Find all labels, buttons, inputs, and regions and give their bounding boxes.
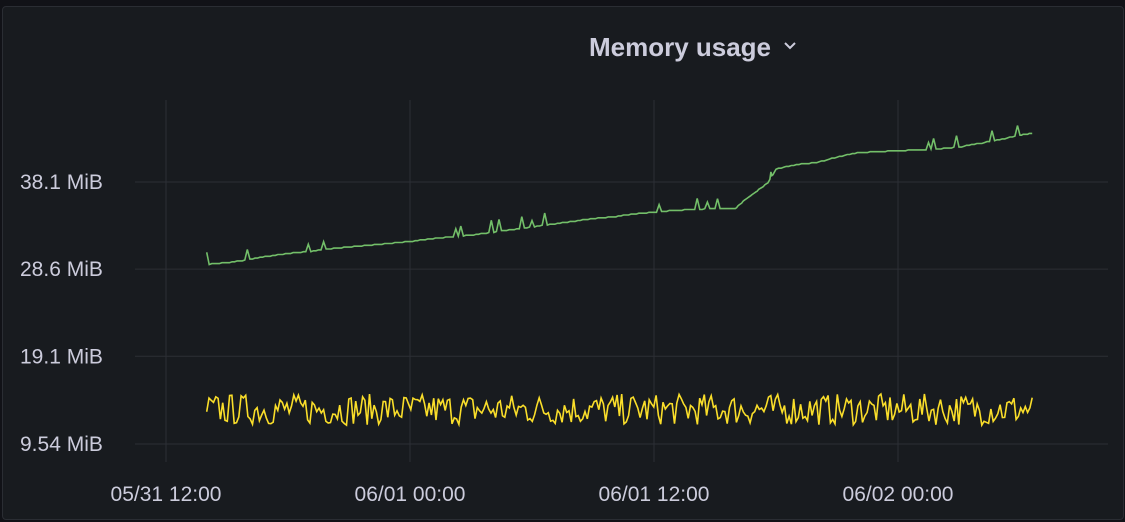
y-tick-label: 19.1 MiB bbox=[20, 345, 103, 368]
y-tick-label: 38.1 MiB bbox=[20, 171, 103, 194]
panel-title-menu[interactable]: Memory usage bbox=[589, 32, 797, 63]
series-line-yellow bbox=[205, 392, 1033, 428]
memory-usage-panel: Memory usage bbox=[2, 6, 1124, 520]
x-tick-label: 06/02 00:00 bbox=[843, 483, 954, 506]
x-tick-label: 05/31 12:00 bbox=[111, 483, 222, 506]
chevron-down-icon[interactable] bbox=[783, 39, 797, 55]
y-tick-label: 28.6 MiB bbox=[20, 258, 103, 281]
y-tick-label: 9.54 MiB bbox=[20, 433, 103, 456]
x-tick-label: 06/01 00:00 bbox=[355, 483, 466, 506]
panel-header: Memory usage bbox=[3, 27, 1123, 67]
panel-title: Memory usage bbox=[588, 31, 772, 62]
series-line-green bbox=[205, 125, 1033, 266]
x-tick-label: 06/01 12:00 bbox=[599, 483, 710, 506]
